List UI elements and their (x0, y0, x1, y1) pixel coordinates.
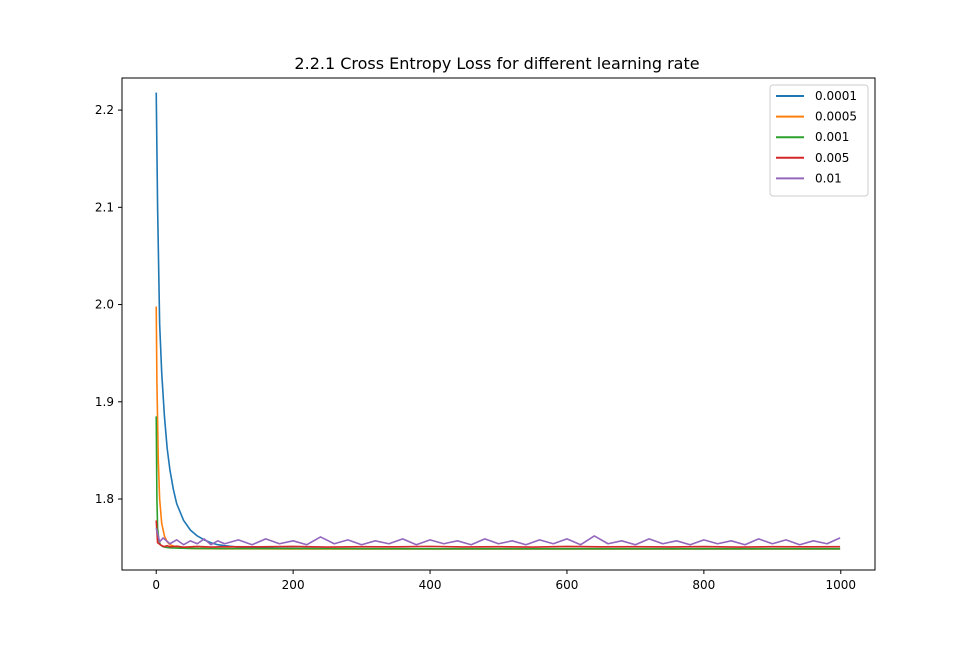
x-tick-label: 600 (556, 578, 579, 592)
plot-lines (155, 92, 841, 550)
y-tick-label: 2.2 (95, 103, 114, 117)
x-tick-label: 800 (692, 578, 715, 592)
legend-label: 0.01 (815, 171, 842, 185)
y-tick-label: 2.1 (95, 200, 114, 214)
x-tick-label: 200 (282, 578, 305, 592)
y-axis: 1.8 1.9 2.0 2.1 2.2 (95, 103, 122, 506)
x-axis: 0 200 400 600 800 1000 (152, 570, 856, 592)
chart-title: 2.2.1 Cross Entropy Loss for different l… (294, 54, 699, 73)
legend-label: 0.0005 (815, 110, 857, 124)
series-line-3 (155, 520, 841, 548)
y-tick-label: 2.0 (95, 298, 114, 312)
series-line-4 (155, 527, 841, 546)
legend-box (769, 84, 869, 197)
legend-label: 0.0001 (815, 89, 857, 103)
legend-label: 0.001 (815, 130, 849, 144)
x-tick-label: 0 (152, 578, 160, 592)
x-tick-label: 1000 (825, 578, 856, 592)
y-tick-label: 1.9 (95, 395, 114, 409)
legend-label: 0.005 (815, 151, 849, 165)
y-tick-label: 1.8 (95, 492, 114, 506)
plot-frame (121, 77, 876, 571)
x-tick-label: 400 (419, 578, 442, 592)
legend: 0.0001 0.0005 0.001 0.005 0.01 (769, 84, 869, 197)
